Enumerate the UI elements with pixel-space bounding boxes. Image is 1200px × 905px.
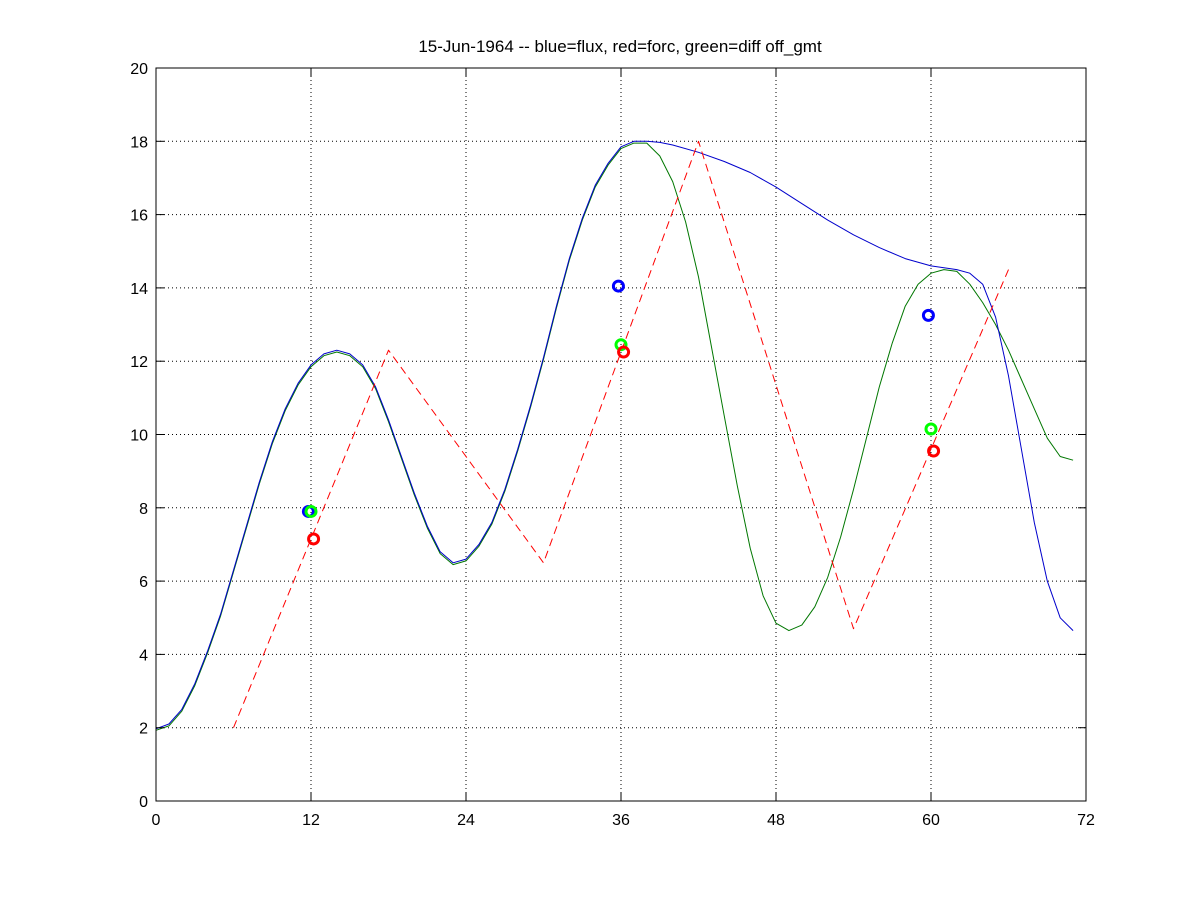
x-tick-label: 24 bbox=[457, 812, 475, 829]
marker-forc bbox=[927, 444, 941, 458]
y-tick-label: 20 bbox=[130, 61, 148, 78]
x-tick-label: 12 bbox=[302, 812, 320, 829]
marker-flux bbox=[921, 308, 935, 322]
series-markers bbox=[301, 279, 941, 546]
y-tick-label: 14 bbox=[130, 281, 148, 298]
y-tick-label: 16 bbox=[130, 208, 148, 225]
y-tick-label: 0 bbox=[139, 794, 148, 811]
x-tick-label: 60 bbox=[922, 812, 940, 829]
y-tick-label: 4 bbox=[139, 647, 148, 664]
y-tick-label: 10 bbox=[130, 428, 148, 445]
y-tick-label: 8 bbox=[139, 501, 148, 518]
x-tick-label: 72 bbox=[1077, 812, 1095, 829]
y-tick-label: 2 bbox=[139, 721, 148, 738]
y-tick-label: 6 bbox=[139, 574, 148, 591]
series-lines bbox=[155, 140, 1074, 731]
y-tick-label: 18 bbox=[130, 134, 148, 151]
marker-forc bbox=[307, 532, 321, 546]
x-tick-label: 48 bbox=[767, 812, 785, 829]
x-tick-label: 0 bbox=[152, 812, 161, 829]
marker-diff bbox=[614, 338, 628, 352]
grid-lines bbox=[156, 68, 1086, 801]
series-line-forc bbox=[233, 140, 1009, 728]
marker-flux bbox=[611, 279, 625, 293]
marker-diff bbox=[924, 422, 938, 436]
marker-diff bbox=[304, 504, 318, 518]
marker-forc bbox=[617, 345, 631, 359]
series-line-diff bbox=[155, 142, 1074, 731]
series-line-flux bbox=[155, 140, 1074, 730]
x-tick-label: 36 bbox=[612, 812, 630, 829]
chart-title: 15-Jun-1964 -- blue=flux, red=forc, gree… bbox=[418, 37, 822, 56]
y-tick-label: 12 bbox=[130, 354, 148, 371]
